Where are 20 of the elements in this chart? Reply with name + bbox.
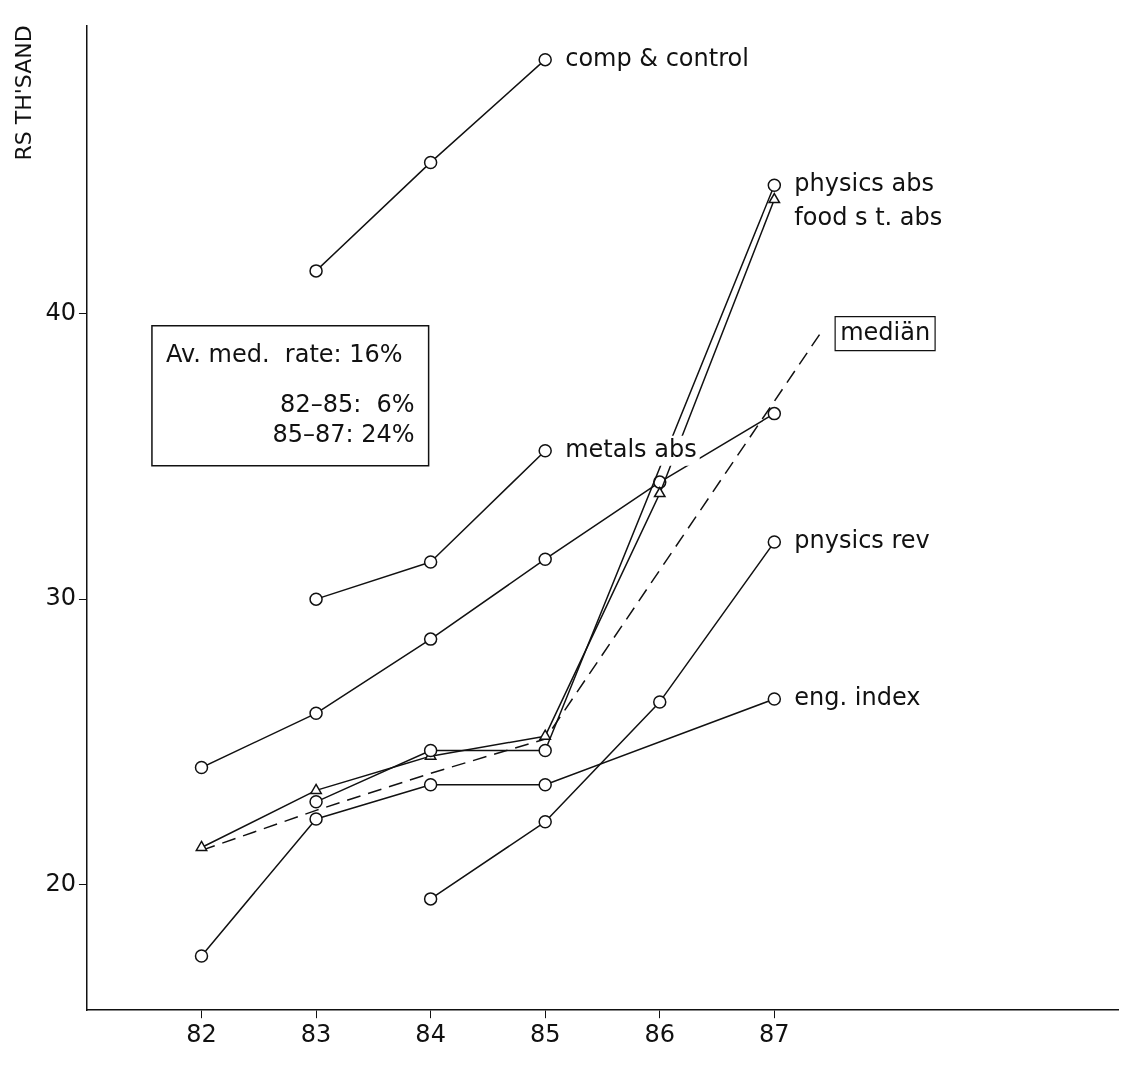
y-axis-title: RS TH'SAND xyxy=(10,25,36,161)
y-tick-label: 30 xyxy=(45,583,76,612)
annotation: 85–87: 24% xyxy=(272,419,415,448)
x-tick-label: 86 xyxy=(644,1019,676,1048)
x-tick-label: 83 xyxy=(300,1019,332,1048)
series-label: metals abs xyxy=(565,434,697,463)
y-tick-label: 40 xyxy=(45,297,76,326)
series-label: comp & control xyxy=(565,43,749,72)
x-tick-label: 82 xyxy=(186,1019,217,1048)
x-tick-label: 87 xyxy=(759,1019,790,1048)
x-tick-label: 84 xyxy=(415,1019,446,1048)
series-label: physics abs xyxy=(794,169,934,198)
series-label: pnysics rev xyxy=(794,526,930,555)
annotation: 82–85: 6% xyxy=(280,389,415,418)
series-label: food s t. abs xyxy=(794,203,943,232)
y-tick-label: 20 xyxy=(45,868,76,897)
series-label: mediän xyxy=(840,317,931,346)
series-label: eng. index xyxy=(794,683,921,712)
x-tick-label: 85 xyxy=(529,1019,561,1048)
annotation: Av. med. rate: 16% xyxy=(165,339,403,368)
